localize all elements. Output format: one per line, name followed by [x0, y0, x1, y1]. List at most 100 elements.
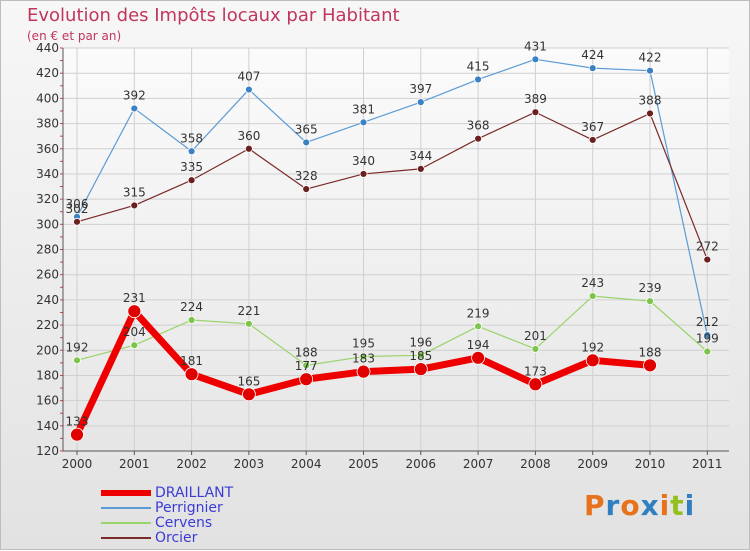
data-point-perrignier: [244, 85, 253, 94]
data-label-cervens: 188: [295, 345, 318, 359]
data-point-cervens: [73, 356, 81, 365]
data-label-orcier: 388: [639, 93, 662, 107]
brand-letter: i: [684, 489, 696, 522]
data-point-orcier: [416, 164, 425, 173]
data-label-cervens: 201: [524, 329, 547, 343]
y-tick-label: 400: [36, 91, 59, 105]
x-tick-label: 2003: [234, 457, 265, 471]
data-point-cervens: [187, 316, 196, 324]
data-label-draillant: 183: [352, 352, 375, 366]
x-tick-label: 2004: [291, 457, 322, 471]
legend-swatch: [101, 522, 151, 524]
y-tick-label: 220: [36, 318, 59, 332]
data-label-draillant: 165: [237, 374, 260, 388]
data-point-draillant: [413, 362, 428, 377]
data-label-draillant: 133: [66, 415, 89, 429]
data-label-perrignier: 407: [237, 70, 260, 84]
data-label-orcier: 315: [123, 185, 146, 199]
y-tick-label: 160: [36, 394, 59, 408]
data-label-orcier: 340: [352, 154, 375, 168]
data-label-draillant: 192: [581, 340, 604, 354]
data-point-draillant: [70, 427, 84, 442]
data-point-draillant: [299, 372, 314, 387]
legend-swatch: [101, 507, 151, 509]
x-tick-label: 2006: [406, 457, 437, 471]
data-point-cervens: [531, 345, 540, 353]
legend-label: DRAILLANT: [155, 485, 234, 501]
data-point-cervens: [646, 297, 654, 306]
x-tick-label: 2001: [119, 457, 150, 471]
data-label-perrignier: 415: [467, 59, 490, 73]
data-point-cervens: [359, 352, 368, 361]
data-label-cervens: 221: [237, 304, 260, 318]
data-point-orcier: [359, 170, 368, 178]
data-label-orcier: 302: [66, 202, 89, 216]
data-point-draillant: [528, 377, 543, 392]
data-label-cervens: 219: [467, 306, 490, 320]
chart-title: Evolution des Impôts locaux par Habitant: [27, 5, 400, 26]
data-label-draillant: 173: [524, 364, 547, 378]
y-tick-label: 140: [36, 419, 59, 433]
data-point-perrignier: [302, 138, 311, 147]
y-tick-label: 200: [36, 343, 59, 357]
data-label-draillant: 177: [295, 359, 318, 373]
y-tick-label: 300: [36, 217, 59, 231]
data-label-orcier: 389: [524, 92, 547, 106]
x-tick-label: 2009: [577, 457, 608, 471]
legend-label: Cervens: [155, 515, 213, 531]
data-point-orcier: [531, 108, 540, 117]
data-label-orcier: 360: [237, 129, 260, 143]
data-point-orcier: [187, 176, 196, 185]
data-label-cervens: 243: [581, 276, 604, 290]
data-point-orcier: [130, 201, 139, 210]
legend-item-orcier: Orcier: [101, 530, 197, 546]
data-label-perrignier: 431: [524, 39, 547, 53]
y-tick-label: 240: [36, 293, 59, 307]
data-label-orcier: 368: [467, 119, 490, 133]
brand-letter: i: [659, 489, 671, 522]
x-tick-label: 2000: [62, 457, 93, 471]
data-point-cervens: [130, 341, 139, 350]
data-point-perrignier: [474, 75, 483, 84]
brand-letter: o: [620, 489, 641, 522]
series-line-perrignier: [76, 58, 708, 336]
chart-subtitle: (en € et par an): [27, 29, 122, 43]
legend-item-cervens: Cervens: [101, 515, 212, 531]
y-tick-label: 340: [36, 167, 59, 181]
legend-swatch: [101, 490, 151, 496]
data-point-orcier: [588, 136, 597, 144]
x-tick-label: 2011: [692, 457, 723, 471]
data-point-perrignier: [187, 147, 196, 156]
data-label-perrignier: 212: [696, 315, 719, 329]
series-line-orcier: [76, 111, 708, 260]
data-label-cervens: 195: [352, 337, 375, 351]
data-point-orcier: [302, 185, 311, 193]
data-point-cervens: [244, 319, 253, 328]
x-tick-label: 2010: [635, 457, 666, 471]
data-label-perrignier: 397: [409, 82, 432, 96]
data-point-perrignier: [588, 64, 597, 73]
data-point-draillant: [241, 387, 256, 402]
data-label-perrignier: 365: [295, 122, 318, 136]
data-point-cervens: [588, 292, 597, 300]
brand-letter: t: [670, 489, 685, 522]
data-label-perrignier: 306: [66, 197, 89, 211]
y-tick-label: 320: [36, 192, 59, 206]
data-label-perrignier: 392: [123, 88, 146, 102]
x-tick-label: 2008: [520, 457, 551, 471]
data-label-cervens: 239: [639, 281, 662, 295]
y-tick-label: 380: [36, 117, 59, 131]
y-tick-label: 180: [36, 368, 59, 382]
data-label-draillant: 194: [467, 338, 490, 352]
data-point-perrignier: [703, 331, 712, 340]
data-label-cervens: 196: [409, 335, 432, 349]
data-label-orcier: 344: [409, 149, 432, 163]
legend-item-draillant: DRAILLANT: [101, 485, 233, 501]
data-label-perrignier: 422: [639, 51, 662, 65]
data-point-perrignier: [359, 118, 368, 127]
data-point-cervens: [474, 322, 483, 331]
data-point-perrignier: [531, 55, 540, 64]
data-label-draillant: 181: [180, 354, 203, 368]
data-point-orcier: [646, 109, 654, 118]
